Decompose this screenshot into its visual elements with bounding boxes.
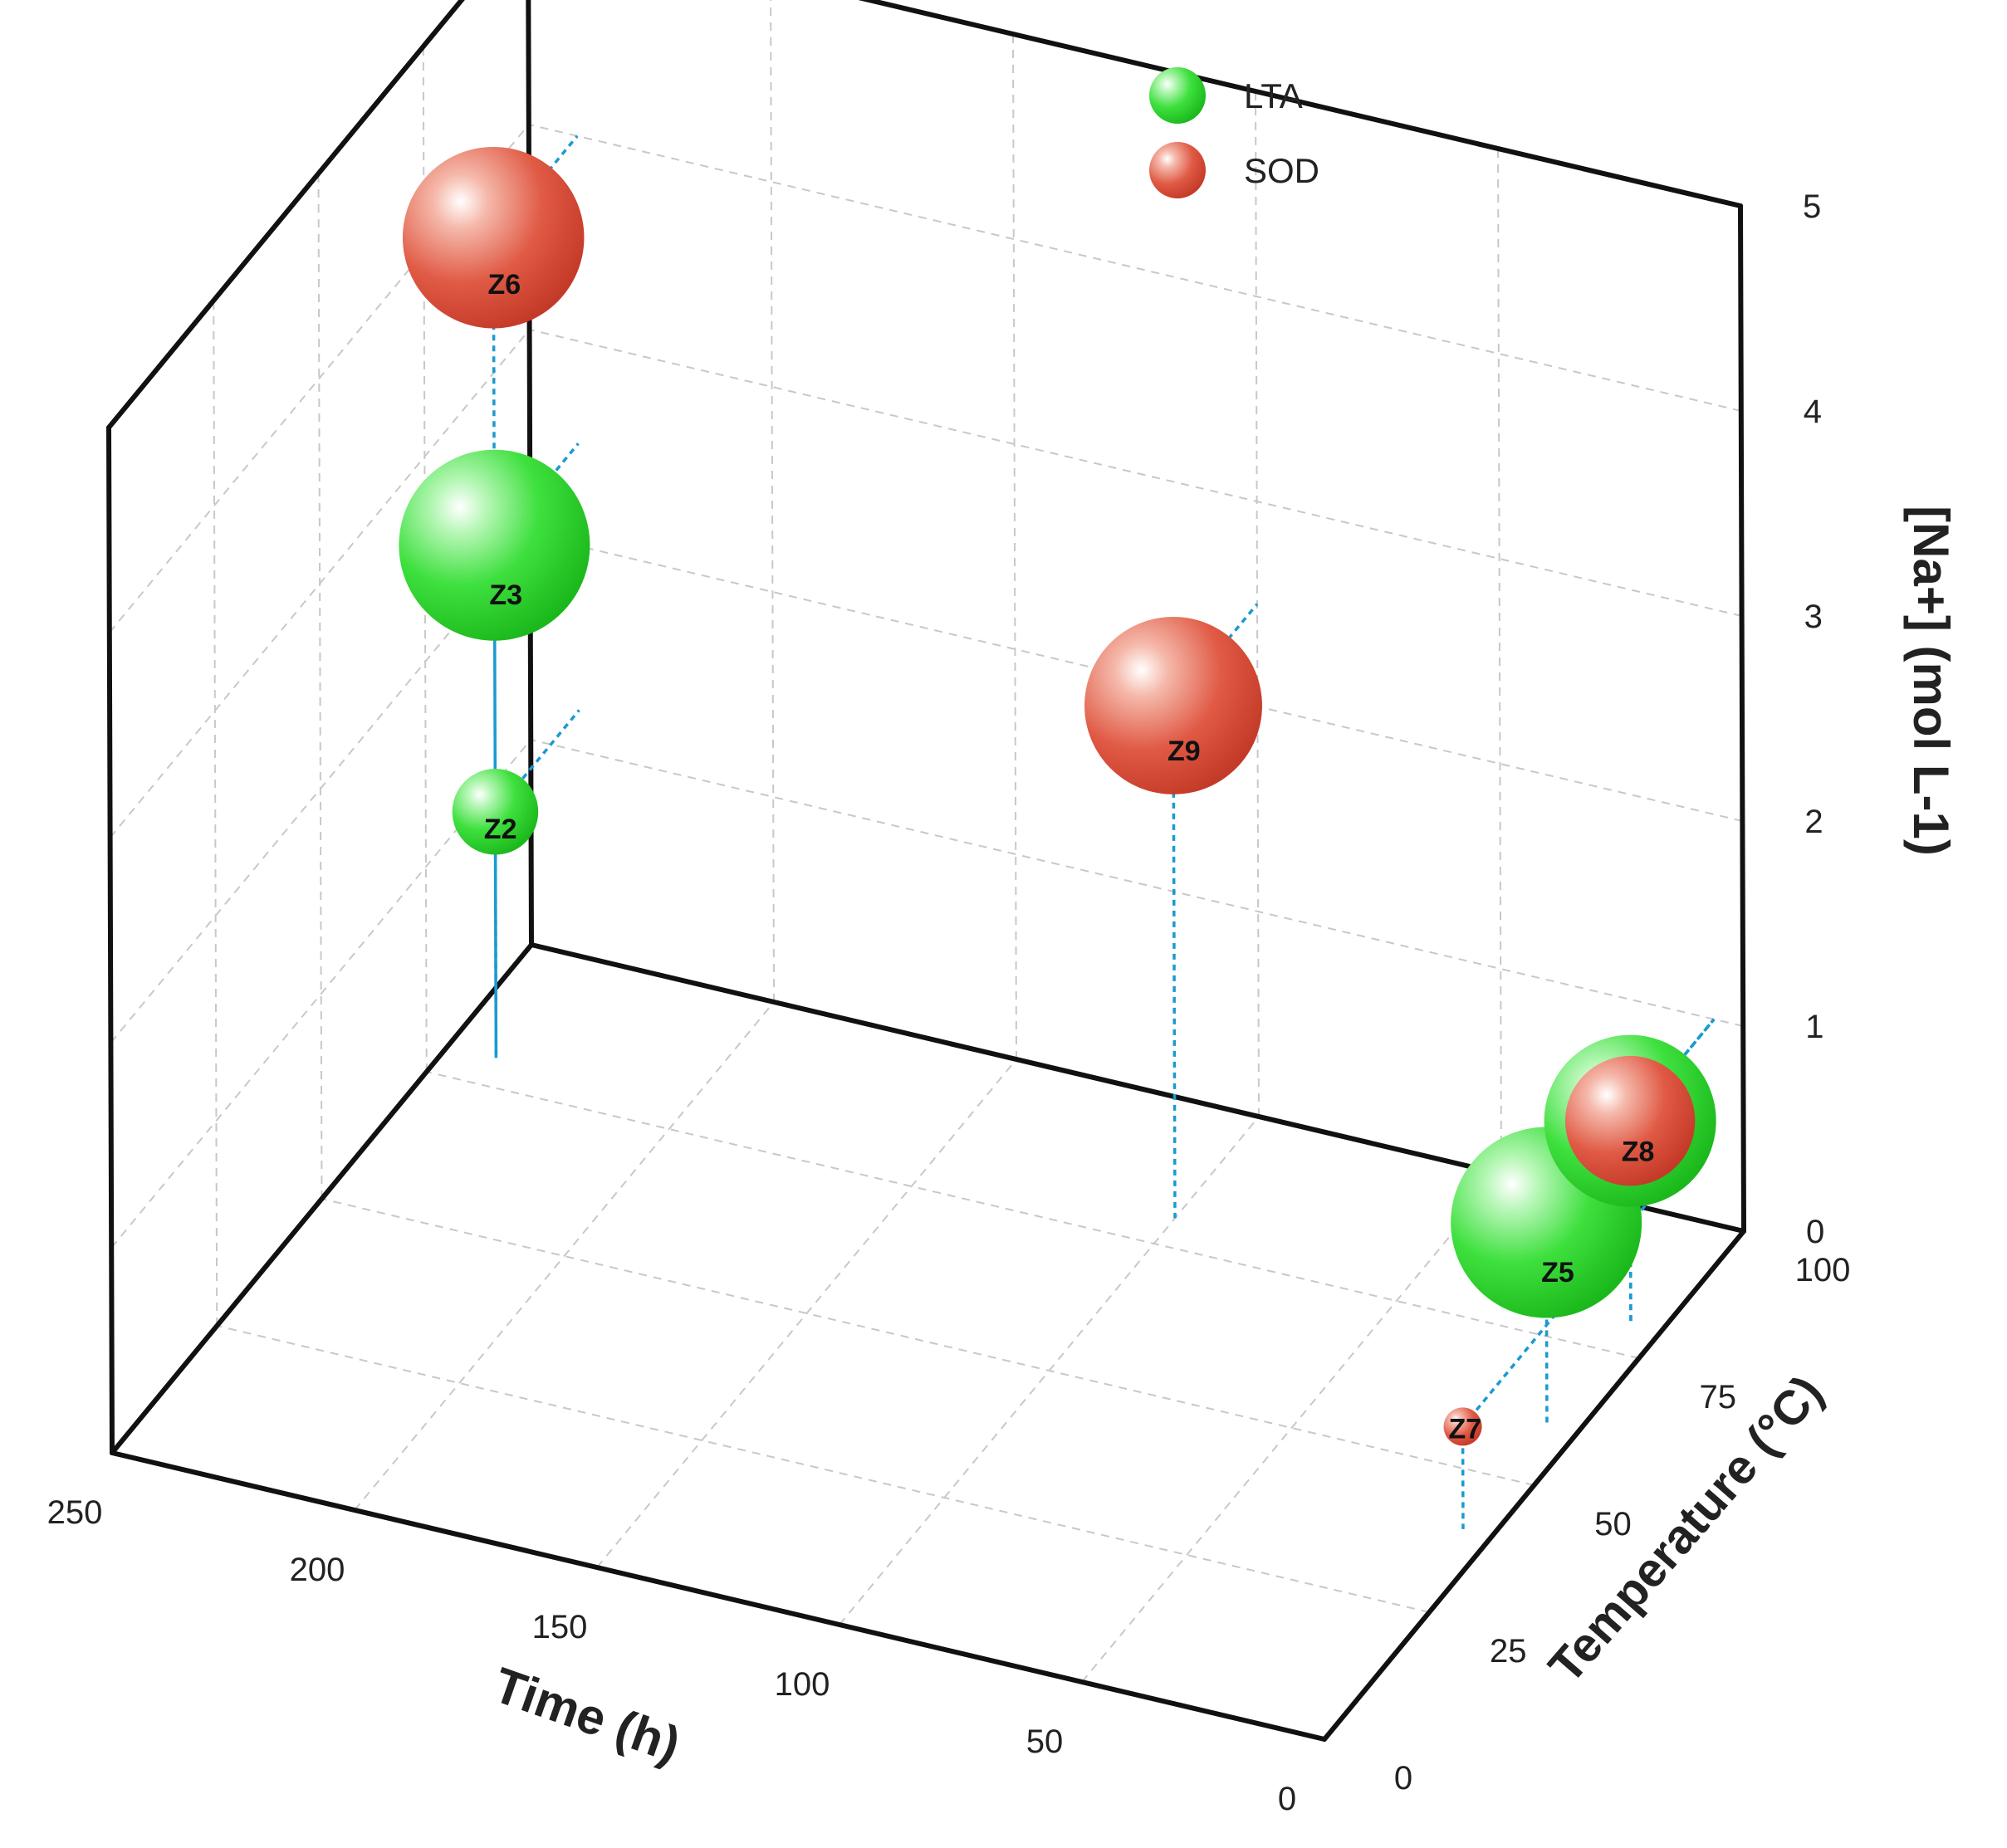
axes-frame xyxy=(106,0,1746,1742)
legend-marker-lta xyxy=(1149,67,1206,124)
grid-line-back-time xyxy=(770,0,775,1003)
z-tick-label: 4 xyxy=(1804,394,1822,430)
grid-line-floor-temp xyxy=(321,1198,1535,1486)
z-axis-title: [Na+] (mol L-1) xyxy=(1903,506,1959,856)
grid-line-back-na xyxy=(865,0,1741,207)
bubble-z2 xyxy=(452,769,539,855)
grid-line-side-na xyxy=(109,329,531,838)
drop-lines xyxy=(492,134,1716,1529)
legend-label-sod: SOD xyxy=(1244,151,1319,190)
bubble-label-z2: Z2 xyxy=(484,814,517,845)
grid-line-back-na xyxy=(530,534,1743,822)
frame-edge xyxy=(858,0,1743,208)
bubble-label-z5: Z5 xyxy=(1541,1257,1574,1288)
bubble-label-z7: Z7 xyxy=(1448,1414,1481,1445)
grid-line-side-temp xyxy=(317,173,323,1200)
grid-line-floor-time xyxy=(1081,1173,1502,1683)
grid-line-back-time xyxy=(1012,33,1017,1060)
frame-edge xyxy=(106,425,115,1455)
frame-edge xyxy=(526,0,534,947)
bubble-z8 xyxy=(1564,1055,1696,1186)
bubble-z6 xyxy=(402,146,585,329)
legend: LTA SOD xyxy=(1149,67,1319,198)
frame-edge xyxy=(110,942,534,1455)
x-tick-label: 50 xyxy=(1026,1723,1064,1760)
x-tick-label: 100 xyxy=(775,1666,830,1703)
grid-line-back-na xyxy=(528,124,1742,412)
y-tick-label: 50 xyxy=(1594,1506,1632,1542)
bubble-label-z8: Z8 xyxy=(1622,1137,1655,1168)
grid-line-back-time xyxy=(1497,148,1502,1175)
x-tick-label: 200 xyxy=(290,1552,345,1588)
grid-line-floor-temp xyxy=(217,1325,1430,1613)
drop-line-z6 xyxy=(492,237,498,1058)
grid-line-side-na xyxy=(110,739,531,1249)
x-axis-title: Time (h) xyxy=(487,1657,687,1773)
frame-edge xyxy=(1322,1229,1746,1742)
legend-label-lta: LTA xyxy=(1244,76,1303,115)
frame-edge xyxy=(110,1450,1327,1742)
grid-line-side-temp xyxy=(213,300,218,1327)
grid-line-back-na xyxy=(530,739,1744,1027)
y-tick-label: 25 xyxy=(1490,1633,1527,1670)
bubble-z9 xyxy=(1084,616,1262,794)
grid-lines xyxy=(108,0,1745,1740)
bubbles: Z3Z5Z6Z9Z4Z8Z2Z7 xyxy=(399,146,1716,1446)
grid-line-floor-time xyxy=(354,1001,775,1511)
grid-line-side-na xyxy=(109,124,530,633)
y-tick-label: 0 xyxy=(1394,1760,1412,1797)
x-tick-label: 250 xyxy=(47,1494,103,1531)
bubble-z3 xyxy=(399,449,590,641)
z-tick-label: 5 xyxy=(1803,188,1821,225)
y-tick-label: 75 xyxy=(1700,1379,1737,1415)
grid-line-back-na xyxy=(529,329,1742,617)
bubble-label-z3: Z3 xyxy=(489,579,522,611)
frame-edge xyxy=(1738,203,1746,1234)
z-tick-label: 1 xyxy=(1805,1009,1823,1045)
grid-line-floor-temp xyxy=(426,1071,1639,1359)
z-tick-label: 3 xyxy=(1804,599,1823,635)
z-tick-label: 2 xyxy=(1804,804,1823,840)
grid-line-side-na xyxy=(110,534,531,1044)
y-tick-label: 100 xyxy=(1795,1252,1851,1288)
bubble-label-z6: Z6 xyxy=(487,269,521,301)
x-tick-label: 150 xyxy=(532,1609,588,1645)
x-tick-label: 0 xyxy=(1278,1781,1296,1817)
legend-marker-sod xyxy=(1149,142,1206,198)
y-axis-title: Temperature (°C) xyxy=(1539,1366,1833,1694)
bubble-label-z9: Z9 xyxy=(1167,736,1201,767)
z-tick-label: 0 xyxy=(1806,1214,1824,1250)
frame-edge xyxy=(106,0,465,430)
bubble-z7 xyxy=(1443,1407,1482,1446)
